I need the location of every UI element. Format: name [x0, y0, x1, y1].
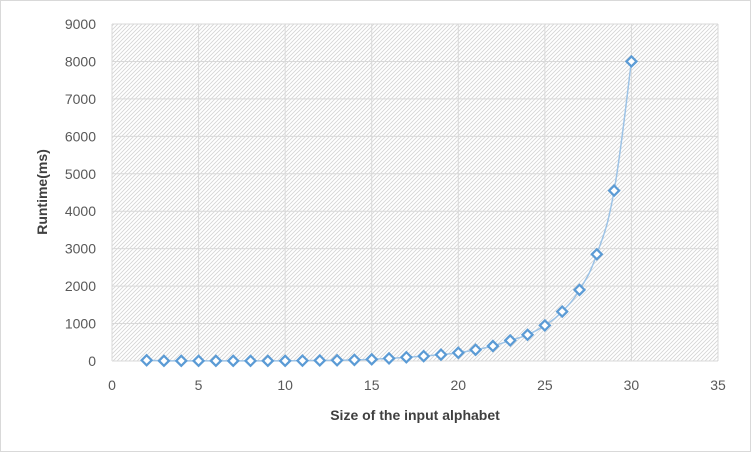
y-tick-label: 3000 — [65, 241, 96, 257]
data-point — [624, 54, 639, 69]
x-tick-labels: 0 5 10 15 20 25 30 35 — [108, 377, 726, 393]
data-point — [417, 349, 431, 363]
data-point — [399, 350, 413, 364]
data-markers — [140, 54, 639, 368]
data-point — [313, 353, 327, 368]
data-point — [157, 354, 171, 368]
y-tick-label: 8000 — [65, 53, 96, 69]
data-point — [538, 318, 552, 333]
data-point — [365, 352, 379, 366]
plot-area — [112, 24, 718, 361]
y-axis-title: Runtime(ms) — [34, 149, 50, 235]
y-tick-label: 2000 — [65, 278, 96, 294]
data-point — [209, 354, 223, 368]
data-point — [434, 348, 448, 362]
x-tick-label: 0 — [108, 377, 116, 393]
gridlines — [111, 23, 719, 362]
data-point — [278, 354, 292, 368]
y-tick-label: 0 — [88, 353, 96, 369]
x-tick-label: 30 — [624, 377, 640, 393]
x-tick-label: 10 — [277, 377, 293, 393]
y-tick-label: 4000 — [65, 203, 96, 219]
x-tick-label: 15 — [364, 377, 380, 393]
y-tick-label: 9000 — [65, 16, 96, 32]
x-tick-label: 5 — [195, 377, 203, 393]
data-point — [607, 184, 621, 198]
y-tick-label: 6000 — [65, 128, 96, 144]
y-tick-label: 7000 — [65, 91, 96, 107]
data-point — [382, 351, 396, 365]
data-point — [469, 343, 483, 357]
data-point — [191, 354, 206, 368]
data-point — [261, 354, 275, 368]
data-point — [520, 328, 535, 342]
data-point — [572, 283, 587, 297]
data-point — [226, 354, 240, 368]
data-point — [295, 354, 310, 368]
data-point — [451, 346, 465, 360]
y-tick-labels: 0 1000 2000 3000 4000 5000 6000 7000 8000 9000 — [65, 16, 96, 369]
x-tick-label: 25 — [537, 377, 553, 393]
x-axis-title: Size of the input alphabet — [330, 407, 500, 423]
data-point — [174, 354, 188, 368]
y-tick-label: 1000 — [65, 316, 96, 332]
data-point — [503, 333, 517, 347]
y-tick-label: 5000 — [65, 166, 96, 182]
data-point — [555, 304, 569, 319]
data-point — [590, 247, 604, 261]
data-point — [486, 339, 500, 353]
data-point — [140, 353, 154, 367]
x-tick-label: 20 — [450, 377, 466, 393]
data-point — [330, 353, 344, 367]
data-point — [347, 353, 361, 367]
data-point — [243, 354, 258, 368]
x-tick-label: 35 — [710, 377, 726, 393]
